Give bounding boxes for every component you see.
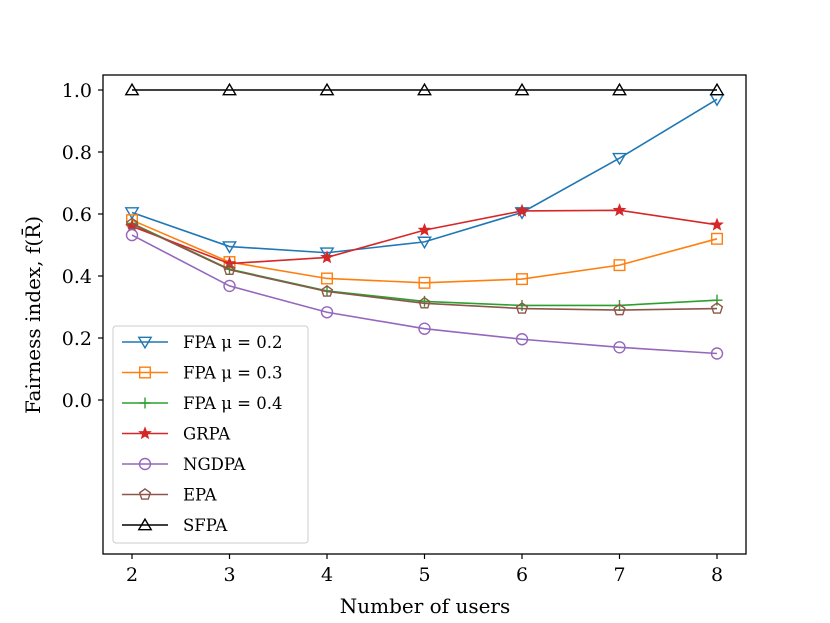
y-tick-label: 0.8 xyxy=(62,142,92,164)
legend-label: SFPA xyxy=(183,516,228,535)
data-point-sfpa xyxy=(709,82,725,96)
data-point-sfpa xyxy=(222,82,237,96)
data-point-grpa xyxy=(222,256,237,270)
data-point-fpa-0-2 xyxy=(319,247,335,261)
legend-entry-fpa-0-4: FPA μ = 0.4 xyxy=(122,394,282,413)
series-fpa-0-2 xyxy=(124,93,725,261)
legend-marker xyxy=(138,366,151,379)
legend-entry-epa: EPA xyxy=(122,486,218,505)
x-tick-label: 4 xyxy=(321,564,333,586)
series-sfpa xyxy=(124,82,725,96)
data-point-ngdpa xyxy=(515,333,529,346)
x-tick-label: 3 xyxy=(223,564,235,586)
series-line-fpa-0-2 xyxy=(131,98,718,254)
legend-entry-fpa-0-3: FPA μ = 0.3 xyxy=(122,364,282,383)
data-point-epa xyxy=(710,302,724,314)
data-point-sfpa xyxy=(514,82,530,96)
data-point-grpa xyxy=(515,203,529,217)
data-point-epa xyxy=(223,263,236,276)
data-point-epa xyxy=(613,303,626,316)
legend-marker xyxy=(138,488,152,500)
series-line-epa xyxy=(131,223,718,311)
y-tick-label: 0.0 xyxy=(62,390,92,412)
data-point-epa xyxy=(418,296,431,309)
data-point-fpa-0-3 xyxy=(516,273,529,286)
data-point-fpa-0-2 xyxy=(612,152,627,166)
x-tick-label: 6 xyxy=(516,564,528,586)
series-grpa xyxy=(125,203,724,270)
legend-marker xyxy=(138,426,152,440)
legend-marker xyxy=(139,397,151,409)
data-point-ngdpa xyxy=(223,279,236,293)
legend-entry-grpa: GRPA xyxy=(122,425,231,444)
legend-label: FPA μ = 0.3 xyxy=(183,364,282,383)
x-axis-label: Number of users xyxy=(340,594,511,618)
data-point-grpa xyxy=(710,217,724,231)
legend-label: GRPA xyxy=(183,425,231,444)
legend-entry-ngdpa: NGDPA xyxy=(122,455,246,474)
series-ngdpa xyxy=(125,228,724,360)
x-tick-label: 8 xyxy=(711,564,723,586)
legend-marker xyxy=(137,517,153,531)
data-point-grpa xyxy=(417,222,432,236)
y-tick-label: 1.0 xyxy=(62,80,92,102)
legend-label: FPA μ = 0.4 xyxy=(183,394,282,413)
y-tick-label: 0.4 xyxy=(62,266,92,288)
data-point-grpa xyxy=(320,250,334,264)
legend: FPA μ = 0.2 FPA μ = 0.3 FPA μ = 0.4 GRPA NGD… xyxy=(112,325,309,544)
data-point-ngdpa xyxy=(418,322,431,335)
data-point-fpa-0-3 xyxy=(418,276,431,289)
data-point-ngdpa xyxy=(125,228,139,242)
data-point-fpa-0-2 xyxy=(417,236,432,250)
legend-label: FPA μ = 0.2 xyxy=(183,333,282,352)
data-point-epa xyxy=(125,217,139,230)
legend-marker xyxy=(138,457,152,471)
y-axis-ticks: 0.0 0.2 0.4 0.6 0.8 1.0 xyxy=(62,80,103,412)
legend-label: EPA xyxy=(183,486,218,505)
data-point-sfpa xyxy=(612,82,627,96)
data-point-fpa-0-3 xyxy=(613,259,626,272)
data-point-fpa-0-2 xyxy=(124,207,140,220)
data-point-fpa-0-4 xyxy=(614,299,625,311)
series-line-ngdpa xyxy=(131,234,718,355)
data-point-ngdpa xyxy=(710,347,724,360)
y-axis-label: Fairness index, f(R̄) xyxy=(20,216,45,414)
legend-box xyxy=(112,325,309,544)
data-point-fpa-0-3 xyxy=(321,272,334,285)
data-point-epa xyxy=(320,285,334,297)
legend-entry-sfpa: SFPA xyxy=(122,516,228,535)
data-point-fpa-0-3 xyxy=(711,232,724,245)
data-point-sfpa xyxy=(124,82,140,96)
data-point-ngdpa xyxy=(613,341,626,354)
legend-marker xyxy=(137,336,153,350)
data-point-fpa-0-4 xyxy=(711,294,723,306)
plot-area xyxy=(124,82,725,360)
x-axis-ticks: 2 3 4 5 6 7 8 xyxy=(126,554,723,586)
data-point-epa xyxy=(515,302,529,314)
data-point-fpa-0-2 xyxy=(222,241,237,254)
data-point-grpa xyxy=(612,203,627,217)
legend-label: NGDPA xyxy=(183,455,246,474)
x-tick-label: 2 xyxy=(126,564,138,586)
y-tick-label: 0.6 xyxy=(62,204,92,226)
series-epa xyxy=(125,217,724,316)
y-tick-label: 0.2 xyxy=(62,328,92,350)
data-point-sfpa xyxy=(417,82,432,96)
legend-entry-fpa-0-2: FPA μ = 0.2 xyxy=(122,333,282,352)
data-point-ngdpa xyxy=(320,306,334,319)
x-tick-label: 5 xyxy=(418,564,430,586)
data-point-sfpa xyxy=(319,82,335,96)
x-tick-label: 7 xyxy=(613,564,625,586)
